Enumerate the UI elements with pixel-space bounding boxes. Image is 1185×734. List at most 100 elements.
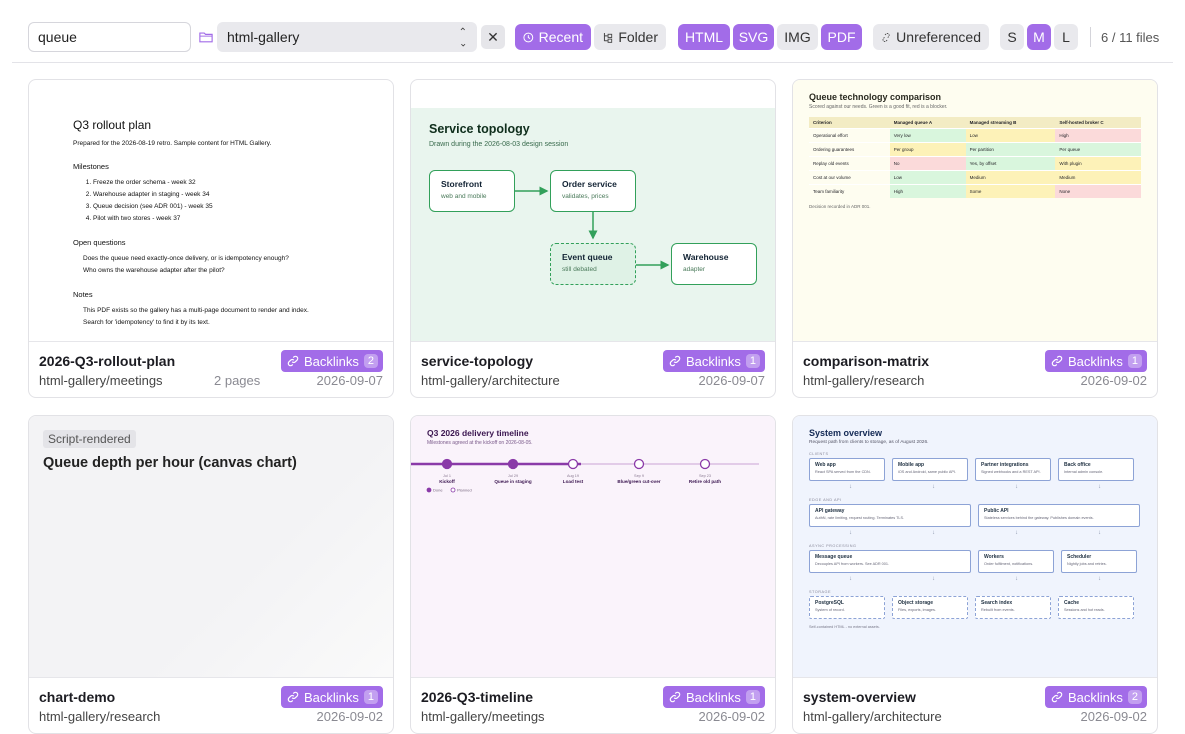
backlinks-button[interactable]: Backlinks 2 bbox=[1044, 686, 1147, 708]
gallery-card-system-overview[interactable]: System overview Request path from client… bbox=[792, 415, 1158, 734]
component-desc: AuthN, rate limiting, request routing. T… bbox=[815, 516, 905, 520]
toolbar-divider bbox=[1090, 27, 1091, 47]
sort-folder-chip[interactable]: Folder bbox=[594, 24, 666, 50]
filter-html-chip[interactable]: HTML bbox=[678, 24, 730, 50]
component-desc: Internal admin console. bbox=[1064, 470, 1104, 474]
legend-swatch bbox=[426, 487, 432, 493]
size-m-label: M bbox=[1033, 29, 1045, 45]
backlinks-button[interactable]: Backlinks 1 bbox=[662, 350, 765, 372]
card-path: html-gallery/architecture bbox=[803, 709, 942, 724]
card-path: html-gallery/architecture bbox=[421, 373, 560, 388]
table-header: Managed streaming B bbox=[965, 117, 1056, 129]
size-l-chip[interactable]: L bbox=[1054, 24, 1078, 50]
component-title: PostgreSQL bbox=[815, 600, 844, 606]
component-title: Cache bbox=[1064, 600, 1080, 606]
file-count: 6 / 11 files bbox=[1101, 30, 1160, 45]
list-item: Warehouse adapter in staging - week 34 bbox=[93, 189, 393, 201]
component-box: Public API Stateless services behind the … bbox=[978, 504, 1140, 527]
gallery-card-rollout-plan[interactable]: Q3 rollout plan Prepared for the 2026-08… bbox=[28, 79, 394, 398]
link-icon bbox=[1051, 355, 1063, 367]
gallery-card-timeline[interactable]: Q3 2026 delivery timeline Milestones agr… bbox=[410, 415, 776, 734]
card-path: html-gallery/research bbox=[39, 709, 161, 724]
arrow-down-icon: ↓ bbox=[849, 576, 852, 582]
backlinks-count: 1 bbox=[745, 354, 760, 368]
system-overview-preview: System overview Request path from client… bbox=[793, 416, 1157, 677]
component-title: Partner integrations bbox=[981, 462, 1029, 468]
folder-icon bbox=[199, 32, 213, 43]
doc-paragraph: Does the queue need exactly-once deliver… bbox=[83, 255, 289, 262]
list-item: Pilot with two stores - week 37 bbox=[93, 213, 393, 225]
backlinks-count: 1 bbox=[1127, 354, 1142, 368]
component-title: Object storage bbox=[898, 600, 934, 606]
filter-img-label: IMG bbox=[784, 29, 811, 45]
component-desc: Nightly jobs and retries. bbox=[1067, 562, 1107, 566]
component-box: Object storage Files, exports, images. bbox=[892, 596, 968, 619]
gallery-card-comparison-matrix[interactable]: Queue technology comparison Scored again… bbox=[792, 79, 1158, 398]
timeline-milestone-dot bbox=[507, 458, 519, 470]
backlinks-button[interactable]: Backlinks 1 bbox=[280, 686, 383, 708]
card-thumbnail: Service topology Drawn during the 2026-0… bbox=[411, 80, 775, 342]
size-l-label: L bbox=[1062, 29, 1070, 45]
link-icon bbox=[1051, 691, 1063, 703]
toolbar: html-gallery ⌃⌃ ✕ Recent Folder HTML SVG… bbox=[12, 0, 1173, 63]
card-date: 2026-09-02 bbox=[698, 709, 766, 724]
sort-recent-chip[interactable]: Recent bbox=[515, 24, 591, 50]
backlinks-button[interactable]: Backlinks 2 bbox=[280, 350, 383, 372]
component-desc: React SPA served from the CDN. bbox=[815, 470, 871, 474]
gallery-card-service-topology[interactable]: Service topology Drawn during the 2026-0… bbox=[410, 79, 776, 398]
folder-select[interactable]: html-gallery ⌃ ⌃ bbox=[217, 22, 477, 52]
card-date: 2026-09-02 bbox=[316, 709, 384, 724]
card-meta: system-overview Backlinks 2 html-gallery… bbox=[793, 678, 1157, 733]
backlinks-button[interactable]: Backlinks 1 bbox=[1044, 350, 1147, 372]
topology-diagram: Service topology Drawn during the 2026-0… bbox=[411, 108, 775, 341]
size-s-chip[interactable]: S bbox=[1000, 24, 1024, 50]
table-cell: Very low bbox=[889, 128, 966, 143]
diagram-node: Event queue still debated bbox=[550, 243, 636, 285]
card-thumbnail: System overview Request path from client… bbox=[793, 416, 1157, 678]
component-box: API gateway AuthN, rate limiting, request… bbox=[809, 504, 971, 527]
clear-filter-button[interactable]: ✕ bbox=[481, 25, 505, 49]
card-meta: 2026-Q3-rollout-plan Backlinks 2 html-ga… bbox=[29, 342, 393, 397]
arrow-down-icon: ↓ bbox=[1015, 530, 1018, 536]
doc-heading: Open questions bbox=[73, 238, 126, 247]
size-s-label: S bbox=[1007, 29, 1017, 45]
component-title: Workers bbox=[984, 554, 1004, 560]
filter-img-chip[interactable]: IMG bbox=[777, 24, 818, 50]
card-thumbnail: Script-rendered Queue depth per hour (ca… bbox=[29, 416, 393, 678]
timeline-milestone-dot bbox=[441, 458, 453, 470]
backlinks-label: Backlinks bbox=[685, 689, 741, 705]
node-subtitle: still debated bbox=[562, 266, 597, 273]
lane-row: Web app React SPA served from the CDN. Mob… bbox=[809, 458, 1141, 481]
backlinks-count: 1 bbox=[363, 690, 378, 704]
link-icon bbox=[287, 355, 299, 367]
card-title: comparison-matrix bbox=[803, 353, 930, 369]
component-desc: Decouples API from workers. See ADR 001. bbox=[815, 562, 890, 566]
arrow-down-icon: ↓ bbox=[849, 484, 852, 490]
filter-pdf-chip[interactable]: PDF bbox=[821, 24, 862, 50]
card-title: chart-demo bbox=[39, 689, 116, 705]
legend-swatch bbox=[450, 487, 456, 493]
size-m-chip[interactable]: M bbox=[1027, 24, 1051, 50]
legend-label: Done bbox=[433, 488, 443, 493]
unreferenced-chip[interactable]: Unreferenced bbox=[873, 24, 989, 50]
backlinks-button[interactable]: Backlinks 1 bbox=[662, 686, 765, 708]
arrow-down-icon: ↓ bbox=[932, 530, 935, 536]
backlinks-label: Backlinks bbox=[1067, 689, 1123, 705]
card-path: html-gallery/meetings bbox=[39, 373, 163, 388]
card-title: system-overview bbox=[803, 689, 916, 705]
doc-heading: Notes bbox=[73, 290, 93, 299]
tree-icon bbox=[603, 32, 613, 43]
filter-svg-chip[interactable]: SVG bbox=[733, 24, 774, 50]
component-title: Scheduler bbox=[1067, 554, 1092, 560]
milestone-label: Load test bbox=[563, 479, 584, 484]
milestone-label: Retire old path bbox=[689, 479, 721, 484]
doc-intro: Prepared for the 2026-08-19 retro. Sampl… bbox=[73, 140, 272, 147]
card-thumbnail: Queue technology comparison Scored again… bbox=[793, 80, 1157, 342]
milestone-label: Blue/green cut-over bbox=[617, 479, 660, 484]
arrow-down-icon: ↓ bbox=[1015, 484, 1018, 490]
gallery-card-chart-demo[interactable]: Script-rendered Queue depth per hour (ca… bbox=[28, 415, 394, 734]
component-desc: Stateless services behind the gateway. P… bbox=[984, 516, 1094, 520]
search-input[interactable] bbox=[28, 22, 191, 52]
card-title: 2026-Q3-timeline bbox=[421, 689, 534, 705]
component-title: Message queue bbox=[815, 554, 853, 560]
